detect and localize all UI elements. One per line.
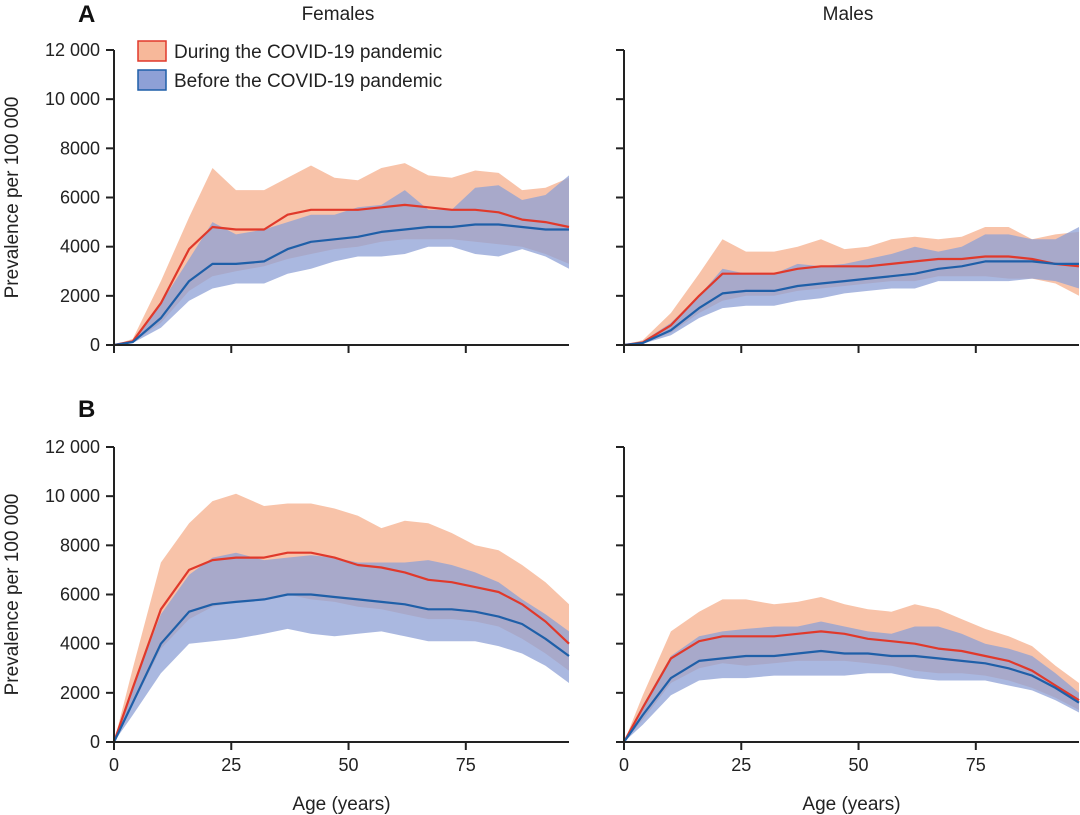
line-during-a-females	[113, 203, 570, 347]
x-tick-label-b-males: 75	[966, 755, 986, 775]
line-before-b-females	[113, 593, 570, 743]
x-axis-title-b-females: Age (years)	[292, 794, 390, 815]
y-tick-label-b-females: 8000	[60, 535, 100, 555]
line-during-a-males	[623, 255, 1080, 347]
y-tick-label-b-females: 6000	[60, 585, 100, 605]
y-tick-label-b-females: 10 000	[45, 486, 100, 506]
x-tick-label-b-females: 50	[339, 755, 359, 775]
y-tick-label-b-females: 4000	[60, 634, 100, 654]
y-tick-label-a-females: 12 000	[45, 40, 100, 60]
legend-label-before: Before the COVID-19 pandemic	[174, 71, 442, 92]
x-tick-label-b-males: 0	[619, 755, 629, 775]
y-tick-label-a-females: 6000	[60, 188, 100, 208]
panel-letter-b: B	[78, 396, 95, 423]
y-tick-label-a-females: 2000	[60, 286, 100, 306]
y-tick-label-a-females: 4000	[60, 237, 100, 257]
line-before-a-females	[113, 223, 569, 347]
band-before-a-males	[624, 227, 1079, 345]
column-title-females: Females	[302, 4, 375, 25]
line-during-b-females	[112, 551, 570, 743]
legend: During the COVID-19 pandemic Before the …	[137, 40, 442, 92]
panel-letter-a: A	[78, 1, 95, 28]
column-title-males: Males	[823, 4, 874, 25]
y-tick-label-a-females: 0	[90, 335, 100, 355]
y-tick-label-b-females: 12 000	[45, 437, 100, 457]
x-tick-label-b-females: 0	[109, 755, 119, 775]
x-tick-label-b-females: 25	[221, 755, 241, 775]
y-tick-label-a-females: 8000	[60, 138, 100, 158]
x-tick-label-b-females: 75	[456, 755, 476, 775]
chart-panel-a-females: 0 2000 4000 6000 8000 10 000 12 000 Prevalence …	[2, 40, 570, 355]
chart-panel-b-females: 0 2000 4000 6000 8000 10 000 12 000 0 25 50 75 Prev…	[2, 437, 570, 815]
y-tick-label-b-females: 0	[90, 732, 100, 752]
y-axis-title-a-females: Prevalence per 100 000	[2, 97, 23, 299]
y-tick-label-b-females: 2000	[60, 683, 100, 703]
line-before-a-males	[623, 260, 1079, 347]
band-before-b-females	[114, 552, 569, 742]
legend-swatch-before	[137, 69, 167, 91]
x-tick-label-b-males: 25	[731, 755, 751, 775]
line-before-b-males	[623, 649, 1080, 743]
y-axis-title-b-females: Prevalence per 100 000	[2, 494, 23, 696]
legend-label-during: During the COVID-19 pandemic	[174, 42, 442, 63]
chart-panel-b-males: 0 25 50 75 Age (years)	[616, 446, 1080, 815]
band-before-a-females	[114, 175, 569, 345]
legend-item-during: During the COVID-19 pandemic	[137, 40, 442, 63]
line-during-b-males	[623, 630, 1080, 743]
x-tick-label-b-males: 50	[849, 755, 869, 775]
x-axis-title-b-males: Age (years)	[802, 794, 900, 815]
legend-item-before: Before the COVID-19 pandemic	[137, 69, 442, 92]
y-tick-label-a-females: 10 000	[45, 89, 100, 109]
chart-panel-a-males	[616, 49, 1080, 353]
legend-swatch-during	[137, 40, 167, 62]
